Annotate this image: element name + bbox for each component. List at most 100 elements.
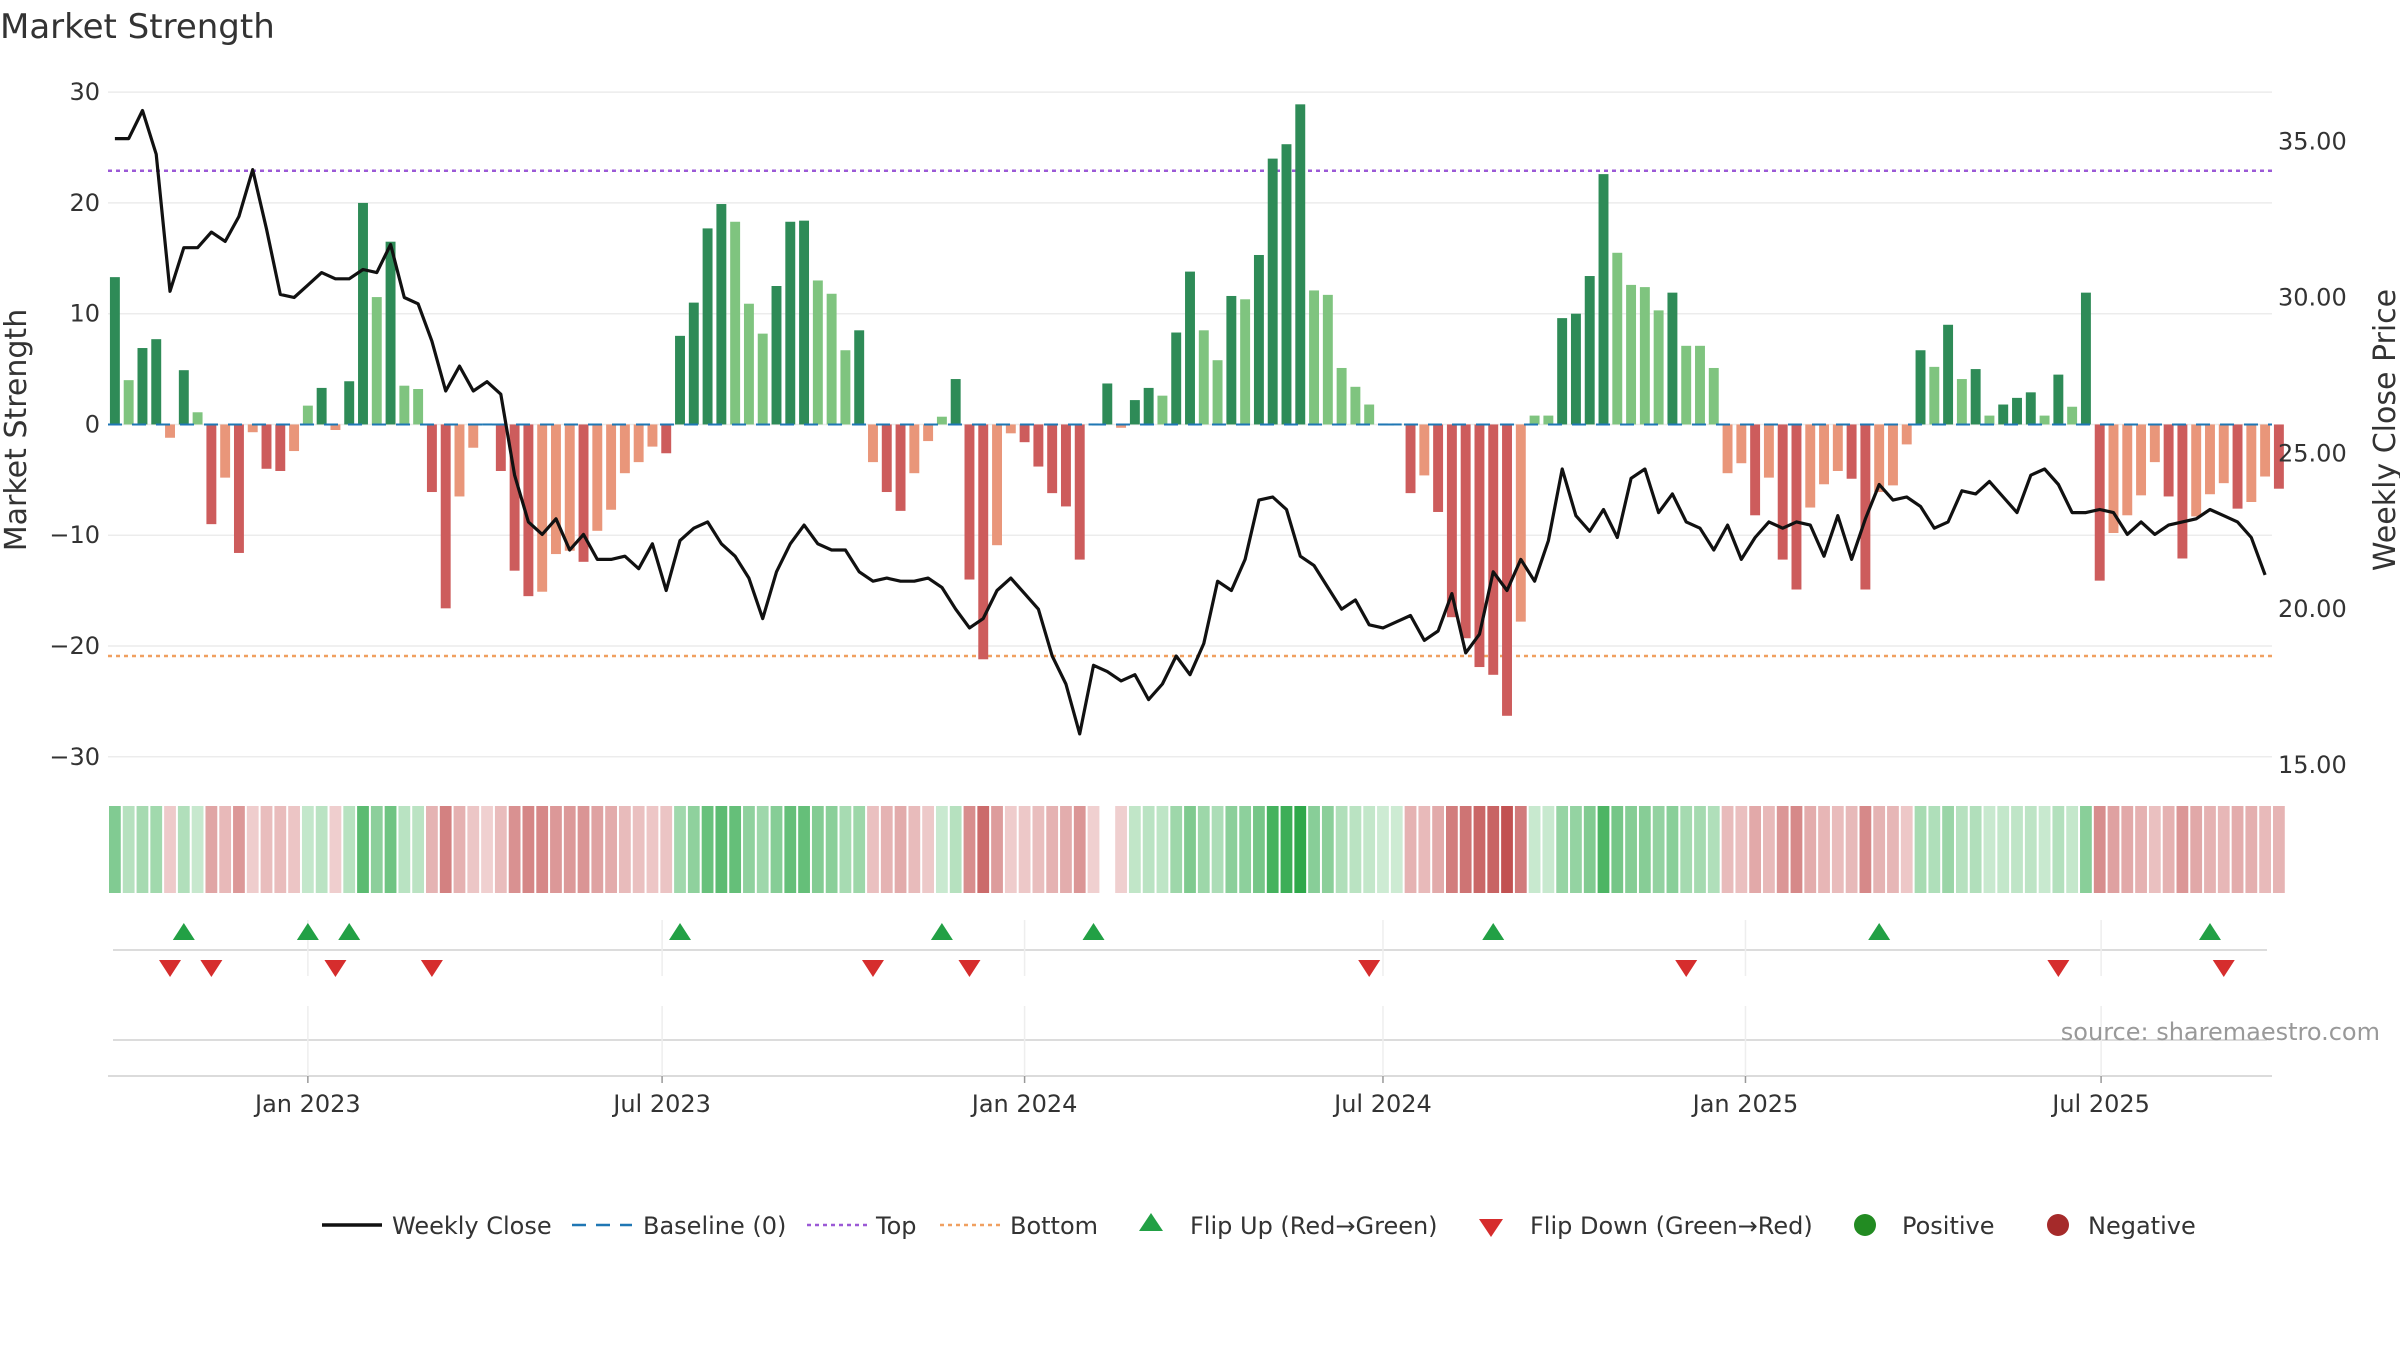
heat-cell bbox=[191, 806, 204, 893]
strength-bar bbox=[1612, 252, 1623, 425]
heat-cell bbox=[1928, 806, 1941, 893]
strength-bar bbox=[964, 424, 975, 580]
strength-bar bbox=[206, 424, 217, 525]
heat-cell bbox=[136, 806, 149, 893]
heat-cell bbox=[1184, 806, 1196, 893]
strength-bar bbox=[1460, 424, 1471, 639]
strength-bar bbox=[2163, 424, 2174, 497]
strength-bar bbox=[923, 424, 934, 442]
y-axis-right: 35.00 30.00 25.00 20.00 15.00 bbox=[2278, 128, 2347, 779]
strength-bar bbox=[1240, 299, 1251, 425]
heat-cell bbox=[1763, 806, 1775, 893]
strength-bar bbox=[1143, 387, 1154, 425]
strength-bar bbox=[1763, 424, 1774, 478]
heat-cell bbox=[1721, 806, 1734, 893]
strength-bar bbox=[1584, 276, 1595, 425]
heat-cell bbox=[660, 806, 673, 893]
heat-cell bbox=[2066, 806, 2079, 893]
y-tick-label: 0 bbox=[85, 410, 100, 438]
strength-bar bbox=[2246, 424, 2257, 502]
heat-cell bbox=[494, 806, 507, 893]
strength-bar bbox=[2080, 292, 2091, 425]
strength-bar bbox=[1943, 324, 1954, 425]
strength-bar bbox=[1639, 287, 1650, 425]
legend-label: Baseline (0) bbox=[643, 1212, 786, 1240]
strength-bar bbox=[316, 387, 327, 425]
heat-cell bbox=[839, 806, 852, 893]
heat-cell bbox=[1955, 806, 1968, 893]
strength-bar bbox=[1446, 424, 1457, 618]
heat-cell bbox=[1404, 806, 1417, 893]
weekly-close-path bbox=[114, 108, 2267, 736]
heat-cell bbox=[825, 806, 838, 893]
strength-bar bbox=[1488, 424, 1499, 675]
flip-up-marker bbox=[930, 923, 953, 940]
heat-cell bbox=[164, 806, 176, 893]
heat-cell bbox=[1445, 806, 1458, 893]
strength-bar bbox=[1419, 424, 1430, 476]
y-tick-label: −30 bbox=[49, 743, 100, 771]
heat-cell bbox=[536, 806, 549, 893]
strength-bar bbox=[978, 424, 989, 660]
heat-cell bbox=[2080, 806, 2092, 893]
heat-cell bbox=[1308, 806, 1320, 893]
heat-cell bbox=[150, 806, 163, 893]
heat-cell bbox=[922, 806, 935, 893]
heat-cell bbox=[1128, 806, 1141, 893]
heat-cell bbox=[384, 806, 397, 893]
y-axis-label: Market Strength bbox=[0, 309, 34, 551]
x-tick-label: Jan 2023 bbox=[253, 1090, 361, 1118]
heat-cell bbox=[329, 806, 342, 893]
heat-cell bbox=[867, 806, 879, 893]
heat-cell bbox=[1060, 806, 1072, 893]
flip-down-marker bbox=[159, 960, 182, 977]
strength-bar bbox=[523, 424, 534, 597]
heat-cell bbox=[674, 806, 686, 893]
heat-cell bbox=[1914, 806, 1927, 893]
strength-bar bbox=[468, 424, 479, 448]
heat-cell bbox=[618, 806, 631, 893]
strength-bar bbox=[1722, 424, 1733, 474]
heat-cell bbox=[1142, 806, 1155, 893]
heat-cell bbox=[357, 806, 369, 893]
heat-cell bbox=[2093, 806, 2106, 893]
strength-bar bbox=[165, 424, 175, 438]
heat-cell bbox=[1087, 806, 1100, 893]
legend-swatch-positive bbox=[1854, 1214, 1876, 1236]
heat-cell bbox=[522, 806, 535, 893]
heat-cell bbox=[1418, 806, 1431, 893]
heat-cell bbox=[467, 806, 480, 893]
heat-cell bbox=[1776, 806, 1789, 893]
strength-bar bbox=[2122, 424, 2133, 516]
strength-bar bbox=[151, 339, 162, 425]
heat-cell bbox=[1831, 806, 1844, 893]
strength-bar bbox=[1984, 415, 1995, 425]
heat-cell bbox=[1239, 806, 1252, 893]
heat-cell bbox=[2259, 806, 2271, 893]
strength-bar bbox=[799, 220, 810, 425]
strength-bar bbox=[730, 221, 741, 425]
strength-bar bbox=[2136, 424, 2147, 496]
heat-cell bbox=[770, 806, 783, 893]
heat-cell bbox=[1363, 806, 1376, 893]
heat-cell bbox=[1997, 806, 2010, 893]
heat-cell bbox=[1266, 806, 1279, 893]
strength-bar bbox=[1129, 400, 1140, 425]
strength-bar bbox=[1557, 318, 1568, 425]
flip-down-marker bbox=[200, 960, 223, 977]
heat-cell bbox=[481, 806, 493, 893]
strength-bar bbox=[1667, 292, 1678, 425]
heat-cell bbox=[122, 806, 135, 893]
heat-cell bbox=[1211, 806, 1224, 893]
heat-cell bbox=[1804, 806, 1817, 893]
strength-bar bbox=[1626, 284, 1637, 425]
legend-swatch-negative bbox=[2047, 1214, 2069, 1236]
strength-bar bbox=[550, 424, 561, 555]
y2-tick-label: 25.00 bbox=[2278, 439, 2347, 467]
strength-bar bbox=[992, 424, 1002, 546]
flip-signal-panel bbox=[108, 920, 2272, 1077]
strength-bar bbox=[2012, 397, 2022, 425]
strength-bar bbox=[1777, 424, 1788, 560]
heat-cell bbox=[2024, 806, 2037, 893]
strength-bar bbox=[619, 424, 630, 474]
